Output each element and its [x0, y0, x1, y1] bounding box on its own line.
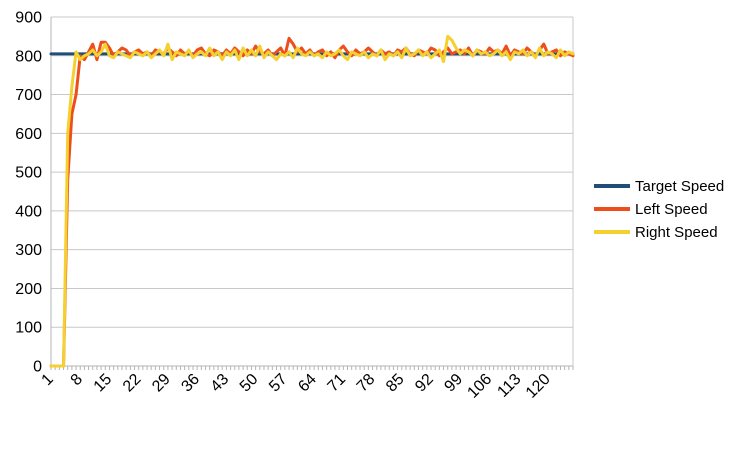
- x-tick-label: 64: [295, 371, 320, 396]
- legend-label: Left Speed: [635, 201, 708, 218]
- legend: Target Speed Left Speed Right Speed: [594, 178, 724, 241]
- x-tick-label: 15: [91, 371, 116, 396]
- legend-label: Right Speed: [635, 224, 718, 241]
- x-tick-label: 113: [494, 371, 524, 401]
- y-tick-labels: 0 100 200 300 400 500 600 700 800 900: [15, 10, 42, 376]
- gridlines: [51, 16, 573, 367]
- x-tick-label: 8: [68, 371, 86, 389]
- series-lines: [49, 34, 575, 368]
- series-line-right-speed: [49, 34, 575, 368]
- x-tick-label: 71: [325, 371, 350, 396]
- x-tick-label: 99: [441, 371, 466, 396]
- x-tick-label: 1: [39, 371, 57, 389]
- x-tick-label: 85: [383, 371, 408, 396]
- x-tick-label: 29: [149, 371, 174, 396]
- x-tick-label: 78: [354, 371, 379, 396]
- legend-label: Target Speed: [635, 178, 724, 195]
- x-tick-label: 92: [412, 371, 437, 396]
- y-tick-label: 900: [15, 10, 42, 27]
- x-tick-label: 57: [266, 371, 291, 396]
- y-tick-label: 200: [15, 281, 42, 298]
- x-tick-label: 50: [237, 371, 262, 396]
- axes: [50, 17, 574, 370]
- x-tick-label: 22: [120, 371, 145, 396]
- x-tick-label: 106: [464, 371, 495, 402]
- x-tick-label: 43: [208, 371, 233, 396]
- legend-item-right-speed: Right Speed: [594, 224, 718, 241]
- y-tick-label: 500: [15, 165, 42, 182]
- y-tick-label: 600: [15, 126, 42, 143]
- y-tick-label: 0: [33, 359, 42, 376]
- x-tick-label: 36: [178, 371, 203, 396]
- y-tick-label: 100: [15, 320, 42, 337]
- legend-item-left-speed: Left Speed: [594, 201, 708, 218]
- y-tick-label: 300: [15, 242, 42, 259]
- y-tick-label: 800: [15, 48, 42, 65]
- legend-item-target-speed: Target Speed: [594, 178, 724, 195]
- y-tick-label: 700: [15, 87, 42, 104]
- x-tick-label: 120: [523, 371, 554, 402]
- y-tick-label: 400: [15, 203, 42, 220]
- series-line-left-speed: [49, 36, 575, 368]
